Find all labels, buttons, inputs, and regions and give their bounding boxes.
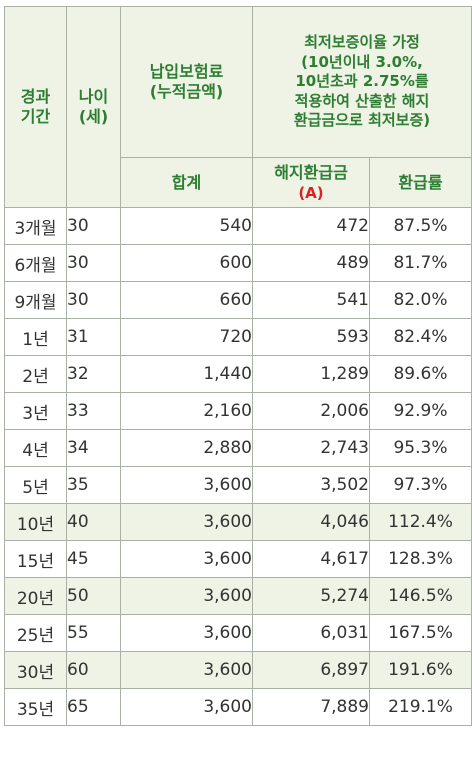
cell-refund: 2,743: [252, 429, 370, 467]
cell-sum: 600: [120, 244, 253, 282]
cell-sum: 3,600: [120, 688, 253, 726]
cell-sum: 2,880: [120, 429, 253, 467]
cell-period: 2년: [4, 355, 67, 393]
cell-sum: 3,600: [120, 614, 253, 652]
header-age: 나이 (세): [66, 6, 121, 208]
header-row-sub: 합계 해지환급금 (A) 환급률: [5, 157, 472, 208]
cell-refund: 1,289: [252, 355, 370, 393]
cell-sum: 1,440: [120, 355, 253, 393]
header-sum: 합계: [120, 157, 253, 208]
cell-age: 60: [66, 651, 121, 689]
table-row: 1년 31 720 593 82.4%: [4, 318, 472, 356]
cell-rate: 167.5%: [369, 614, 472, 652]
cell-refund: 2,006: [252, 392, 370, 430]
cell-rate: 128.3%: [369, 540, 472, 578]
table-row: 25년 55 3,600 6,031 167.5%: [4, 614, 472, 652]
cell-sum: 3,600: [120, 577, 253, 615]
cell-refund: 489: [252, 244, 370, 282]
cell-rate: 81.7%: [369, 244, 472, 282]
table-row: 3개월 30 540 472 87.5%: [4, 207, 472, 245]
table-row: 15년 45 3,600 4,617 128.3%: [4, 540, 472, 578]
cell-period: 15년: [4, 540, 67, 578]
header-guarantee: 최저보증이율 가정 (10년이내 3.0%, 10년초과 2.75%를 적용하여…: [252, 6, 472, 158]
table-row: 20년 50 3,600 5,274 146.5%: [4, 577, 472, 615]
cell-rate: 87.5%: [369, 207, 472, 245]
table-row: 10년 40 3,600 4,046 112.4%: [4, 503, 472, 541]
cell-rate: 82.0%: [369, 281, 472, 319]
table-row: 30년 60 3,600 6,897 191.6%: [4, 651, 472, 689]
cell-rate: 219.1%: [369, 688, 472, 726]
table-row: 6개월 30 600 489 81.7%: [4, 244, 472, 282]
cell-rate: 95.3%: [369, 429, 472, 467]
cell-sum: 3,600: [120, 466, 253, 504]
cell-sum: 720: [120, 318, 253, 356]
cell-sum: 660: [120, 281, 253, 319]
cell-refund: 7,889: [252, 688, 370, 726]
cell-rate: 191.6%: [369, 651, 472, 689]
header-premium: 납입보험료 (누적금액): [120, 6, 253, 158]
cell-rate: 82.4%: [369, 318, 472, 356]
cell-period: 1년: [4, 318, 67, 356]
cell-period: 6개월: [4, 244, 67, 282]
cell-refund: 593: [252, 318, 370, 356]
cell-period: 4년: [4, 429, 67, 467]
cell-rate: 89.6%: [369, 355, 472, 393]
cell-period: 3개월: [4, 207, 67, 245]
header-refund-label: 해지환급금: [274, 162, 348, 182]
cell-refund: 472: [252, 207, 370, 245]
cell-age: 31: [66, 318, 121, 356]
cell-period: 30년: [4, 651, 67, 689]
cell-age: 30: [66, 207, 121, 245]
cell-age: 65: [66, 688, 121, 726]
table-row: 5년 35 3,600 3,502 97.3%: [4, 466, 472, 504]
cell-period: 5년: [4, 466, 67, 504]
table-row: 3년 33 2,160 2,006 92.9%: [4, 392, 472, 430]
table-body: 3개월 30 540 472 87.5% 6개월 30 600 489 81.7% 9개월 30 660…: [4, 207, 472, 726]
cell-age: 30: [66, 244, 121, 282]
cell-rate: 112.4%: [369, 503, 472, 541]
table-row: 4년 34 2,880 2,743 95.3%: [4, 429, 472, 467]
header-rate: 환급률: [369, 157, 472, 208]
cell-age: 45: [66, 540, 121, 578]
refund-table: 경과 기간 나이 (세) 납입보험료 (누적금액) 최저보증이율 가정 (10년…: [4, 6, 472, 726]
cell-refund: 6,031: [252, 614, 370, 652]
cell-sum: 540: [120, 207, 253, 245]
cell-age: 40: [66, 503, 121, 541]
cell-age: 30: [66, 281, 121, 319]
cell-refund: 6,897: [252, 651, 370, 689]
cell-period: 3년: [4, 392, 67, 430]
cell-age: 35: [66, 466, 121, 504]
table-row: 2년 32 1,440 1,289 89.6%: [4, 355, 472, 393]
cell-period: 25년: [4, 614, 67, 652]
header-period: 경과 기간: [4, 6, 67, 208]
cell-period: 35년: [4, 688, 67, 726]
cell-rate: 97.3%: [369, 466, 472, 504]
cell-period: 20년: [4, 577, 67, 615]
cell-rate: 92.9%: [369, 392, 472, 430]
cell-period: 9개월: [4, 281, 67, 319]
cell-rate: 146.5%: [369, 577, 472, 615]
next-row-peek: [4, 758, 471, 763]
table-row: 9개월 30 660 541 82.0%: [4, 281, 472, 319]
header-refund: 해지환급금 (A): [252, 157, 370, 208]
cell-age: 34: [66, 429, 121, 467]
cell-sum: 3,600: [120, 651, 253, 689]
cell-sum: 3,600: [120, 503, 253, 541]
header-row-top: 경과 기간 나이 (세) 납입보험료 (누적금액) 최저보증이율 가정 (10년…: [4, 6, 472, 208]
header-refund-mark: (A): [298, 183, 324, 202]
cell-refund: 4,617: [252, 540, 370, 578]
cell-period: 10년: [4, 503, 67, 541]
table-row: 35년 65 3,600 7,889 219.1%: [4, 688, 472, 726]
cell-refund: 541: [252, 281, 370, 319]
cell-sum: 3,600: [120, 540, 253, 578]
cell-age: 33: [66, 392, 121, 430]
cell-refund: 5,274: [252, 577, 370, 615]
cell-age: 32: [66, 355, 121, 393]
cell-age: 50: [66, 577, 121, 615]
cell-refund: 3,502: [252, 466, 370, 504]
cell-refund: 4,046: [252, 503, 370, 541]
cell-age: 55: [66, 614, 121, 652]
cell-sum: 2,160: [120, 392, 253, 430]
